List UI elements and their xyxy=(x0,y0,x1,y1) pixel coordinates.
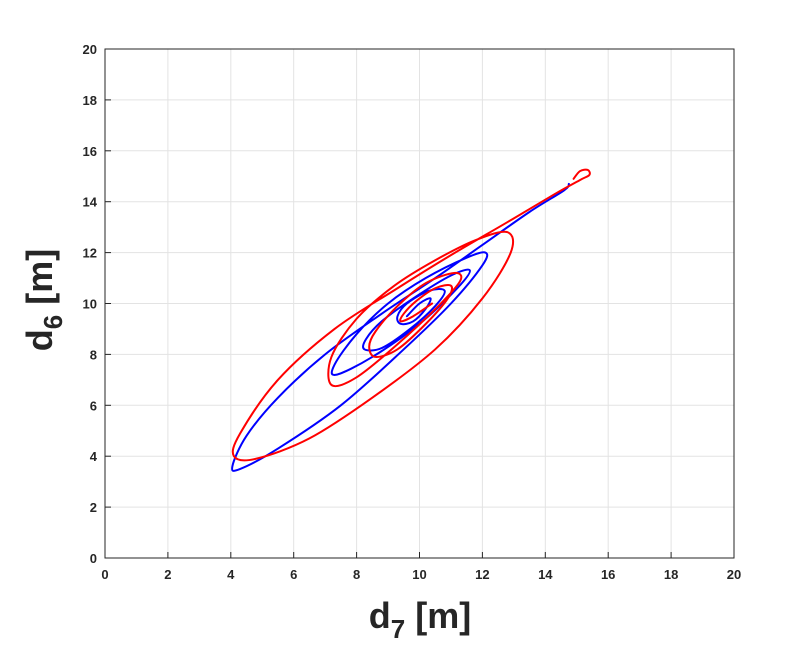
y-axis-label: d6 [m] xyxy=(19,249,68,351)
series-2-trajectory-line xyxy=(231,168,591,462)
y-tick-label: 18 xyxy=(83,93,97,108)
y-tick-label: 14 xyxy=(83,195,98,210)
x-tick-label: 20 xyxy=(727,567,741,582)
y-tick-label: 20 xyxy=(83,42,97,57)
y-tick-label: 4 xyxy=(90,449,98,464)
x-tick-label: 8 xyxy=(353,567,360,582)
x-tick-label: 12 xyxy=(475,567,489,582)
y-tick-label: 2 xyxy=(90,500,97,515)
y-tick-label: 6 xyxy=(90,398,97,413)
x-tick-labels: 0 2 4 6 8 10 12 14 16 18 20 xyxy=(101,552,741,582)
grid-lines xyxy=(105,49,734,558)
x-tick-label: 14 xyxy=(538,567,553,582)
y-tick-label: 8 xyxy=(90,347,97,362)
x-tick-label: 2 xyxy=(164,567,171,582)
x-tick-label: 4 xyxy=(227,567,235,582)
x-axis-label: d7 [m] xyxy=(369,595,471,644)
series-layer xyxy=(231,168,591,472)
y-tick-label: 0 xyxy=(90,551,97,566)
y-tick-label: 12 xyxy=(83,246,97,261)
y-tick-labels: 0 2 4 6 8 10 12 14 16 18 20 xyxy=(83,42,111,566)
x-tick-label: 0 xyxy=(101,567,108,582)
y-tick-label: 10 xyxy=(83,297,97,312)
y-tick-label: 16 xyxy=(83,144,97,159)
series-1-trajectory-line xyxy=(231,182,570,472)
x-tick-label: 6 xyxy=(290,567,297,582)
x-tick-label: 10 xyxy=(412,567,426,582)
x-tick-label: 18 xyxy=(664,567,678,582)
x-tick-label: 16 xyxy=(601,567,615,582)
